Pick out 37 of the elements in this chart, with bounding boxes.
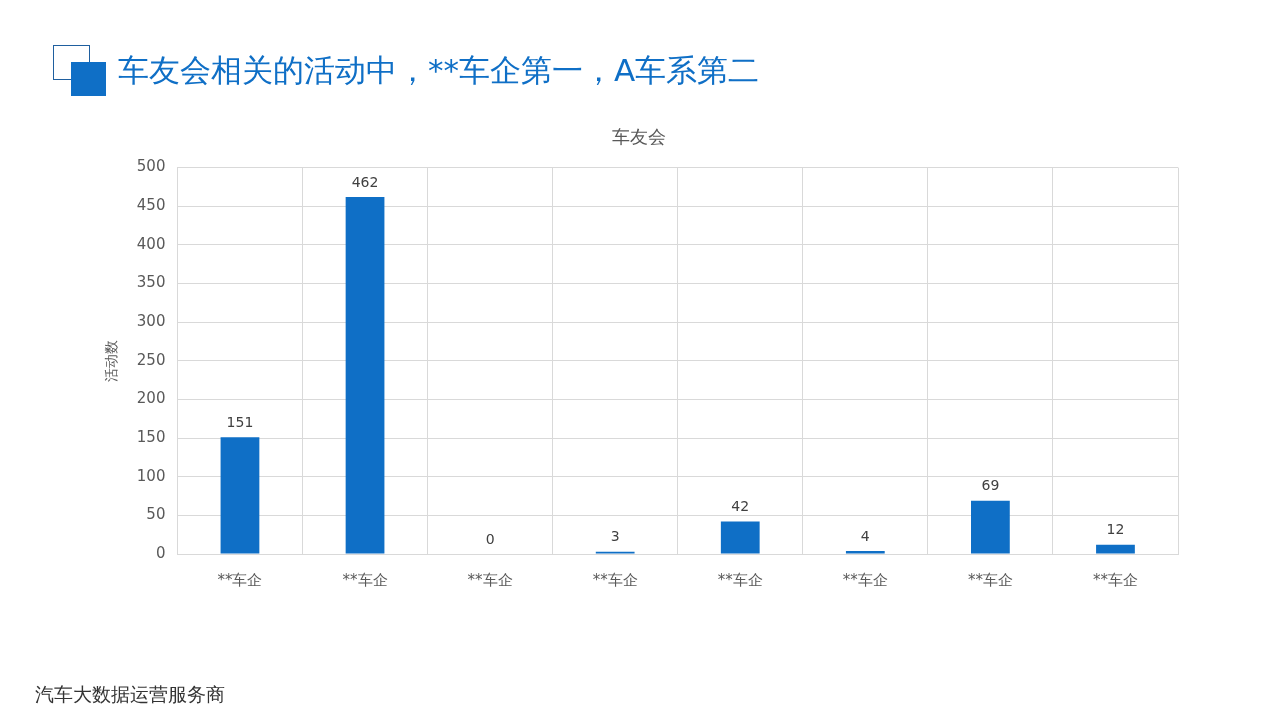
y-tick-label: 500 xyxy=(136,157,166,176)
y-tick-label: 400 xyxy=(136,234,166,253)
y-tick-label: 450 xyxy=(136,196,166,215)
data-label: 4 xyxy=(860,527,870,544)
x-tick-label: **车企 xyxy=(717,570,763,589)
data-label: 42 xyxy=(731,498,750,515)
y-tick-label: 100 xyxy=(136,466,166,485)
data-label: 151 xyxy=(226,413,254,430)
text: 汽车大数据运营服务商 xyxy=(35,682,225,707)
y-tick-label: 350 xyxy=(136,273,166,292)
y-axis-title: 活动数 xyxy=(103,339,120,382)
y-tick-label: 0 xyxy=(155,543,166,562)
bar xyxy=(720,521,760,554)
x-tick-label: **车企 xyxy=(592,570,638,589)
bar xyxy=(1096,544,1135,554)
x-tick-label: **车企 xyxy=(342,570,388,589)
x-tick-label: **车企 xyxy=(1092,570,1138,589)
x-tick-label: **车企 xyxy=(842,570,888,589)
chart-title: 车友会相关的活动中，**车企第一，A车系第二 xyxy=(118,51,760,90)
y-tick-label: 300 xyxy=(136,312,166,331)
data-label: 69 xyxy=(981,477,1000,494)
data-label: 12 xyxy=(1106,521,1125,538)
x-tick-label: **车企 xyxy=(467,570,513,589)
x-tick-label: **车企 xyxy=(967,570,1013,589)
bar xyxy=(971,500,1010,554)
data-label: 3 xyxy=(610,528,620,545)
data-label: 462 xyxy=(351,173,379,190)
data-label: 0 xyxy=(485,530,495,547)
chart-subtitle: 车友会 xyxy=(612,126,666,148)
bar xyxy=(345,196,385,554)
y-tick-label: 250 xyxy=(136,350,166,369)
y-tick-label: 150 xyxy=(136,427,166,446)
bar xyxy=(845,550,885,554)
y-tick-label: 200 xyxy=(136,389,166,408)
y-tick-label: 50 xyxy=(146,505,166,524)
x-tick-label: **车企 xyxy=(217,570,263,589)
bar xyxy=(220,437,260,554)
